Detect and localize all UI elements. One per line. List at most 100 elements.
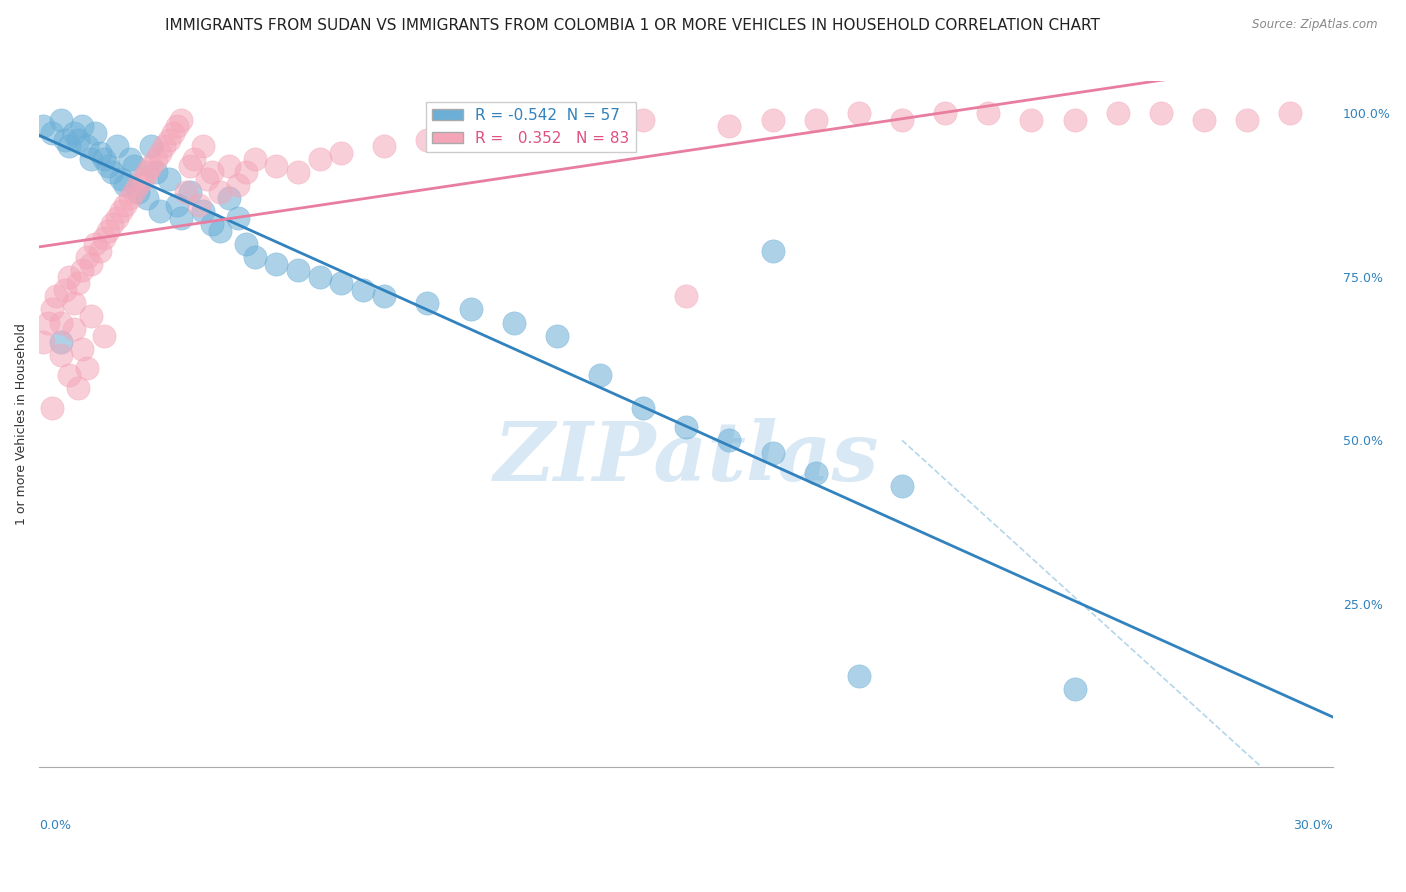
Point [93,328,115,343]
Point [105,211,128,225]
Point [37,316,59,330]
Point [761,446,783,460]
Point [201,218,224,232]
Point [166,120,188,134]
Point [58,368,80,382]
Point [589,368,612,382]
Point [41,401,63,415]
Point [308,269,330,284]
Point [105,139,128,153]
Point [191,139,214,153]
Point [235,165,257,179]
Point [149,145,172,160]
Point [118,152,141,166]
Point [1063,112,1085,127]
Point [977,106,1000,120]
Point [32,335,55,350]
Point [45,289,67,303]
Point [460,126,482,140]
Point [266,159,288,173]
Point [157,171,180,186]
Point [761,112,783,127]
Point [80,257,103,271]
Point [49,316,72,330]
Point [675,420,697,434]
Point [373,289,395,303]
Point [162,126,184,140]
Point [1236,112,1258,127]
Point [145,165,167,179]
Point [122,159,145,173]
Point [114,198,136,212]
Point [330,145,353,160]
Point [84,126,107,140]
Point [122,185,145,199]
Legend: R = -0.542  N = 57, R =   0.352   N = 83: R = -0.542 N = 57, R = 0.352 N = 83 [426,102,636,152]
Point [58,269,80,284]
Point [53,132,76,146]
Point [804,112,827,127]
Point [1107,106,1129,120]
Point [166,198,188,212]
Point [209,224,232,238]
Point [502,120,524,134]
Point [49,348,72,362]
Point [170,112,193,127]
Point [93,230,115,244]
Point [141,159,163,173]
Point [460,302,482,317]
Point [191,204,214,219]
Point [179,185,201,199]
Point [72,342,94,356]
Point [1279,106,1302,120]
Point [502,316,524,330]
Point [804,466,827,480]
Point [62,296,84,310]
Point [58,139,80,153]
Point [66,132,89,146]
Point [110,204,132,219]
Point [136,191,159,205]
Point [66,277,89,291]
Point [157,132,180,146]
Point [49,335,72,350]
Point [41,302,63,317]
Point [287,263,309,277]
Point [235,237,257,252]
Point [761,244,783,258]
Point [76,361,98,376]
Point [149,204,172,219]
Point [89,145,111,160]
Point [114,178,136,193]
Point [589,126,612,140]
Point [546,120,568,134]
Point [101,165,124,179]
Point [1021,112,1043,127]
Point [226,178,249,193]
Point [53,283,76,297]
Point [97,224,120,238]
Point [218,159,240,173]
Y-axis label: 1 or more Vehicles in Household: 1 or more Vehicles in Household [15,323,28,524]
Point [718,120,741,134]
Point [934,106,956,120]
Text: IMMIGRANTS FROM SUDAN VS IMMIGRANTS FROM COLOMBIA 1 OR MORE VEHICLES IN HOUSEHOL: IMMIGRANTS FROM SUDAN VS IMMIGRANTS FROM… [166,18,1099,33]
Point [1063,681,1085,696]
Point [416,132,439,146]
Point [136,165,159,179]
Point [631,401,654,415]
Point [718,434,741,448]
Point [97,159,120,173]
Point [62,126,84,140]
Point [72,120,94,134]
Point [226,211,249,225]
Point [201,165,224,179]
Point [32,120,55,134]
Text: 0.0%: 0.0% [39,820,72,832]
Text: Source: ZipAtlas.com: Source: ZipAtlas.com [1253,18,1378,31]
Point [89,244,111,258]
Point [72,263,94,277]
Point [848,106,870,120]
Point [209,185,232,199]
Point [848,668,870,682]
